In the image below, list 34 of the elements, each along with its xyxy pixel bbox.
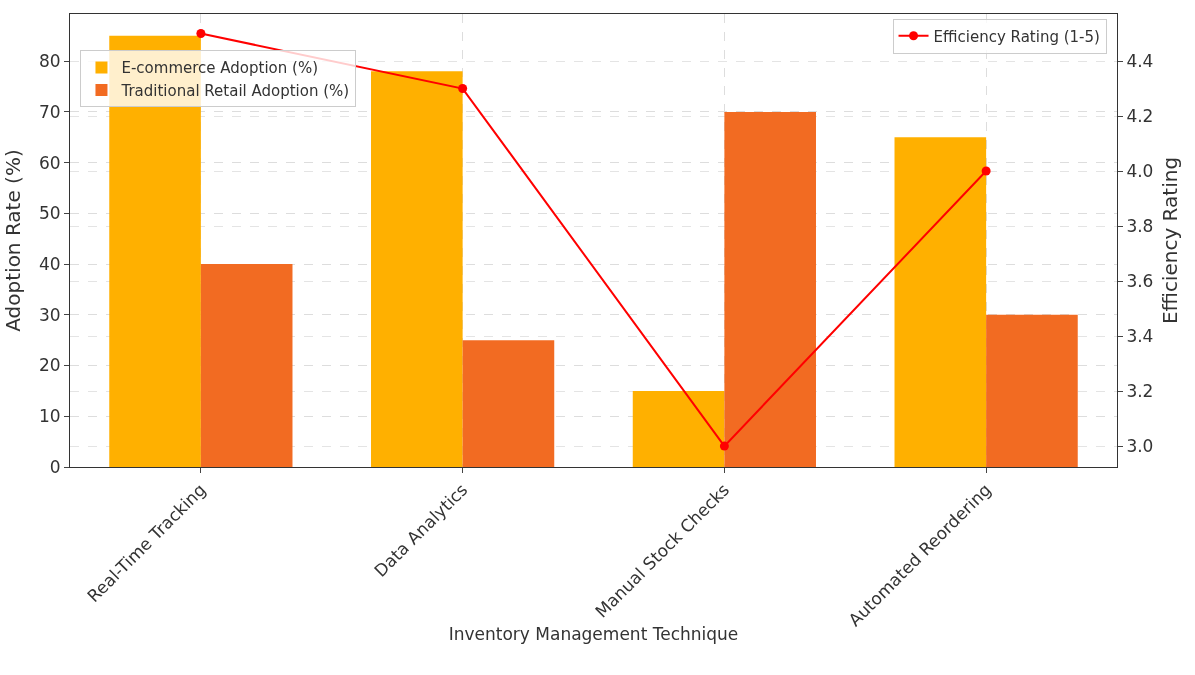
- y-axis-title: Adoption Rate (%): [1, 149, 25, 332]
- y-tick-label: 20: [38, 355, 61, 376]
- y-tick-label: 70: [38, 101, 61, 122]
- legend-label: E-commerce Adoption (%): [121, 59, 318, 78]
- point: [458, 84, 468, 94]
- y2-tick-label: 3.0: [1126, 436, 1154, 457]
- y2-axis-title: Efficiency Rating: [1158, 156, 1182, 325]
- bar: [200, 264, 293, 467]
- y2-tick-label: 3.6: [1126, 271, 1154, 292]
- legend-label: Efficiency Rating (1-5): [933, 27, 1100, 46]
- y2-tick-label: 3.2: [1126, 381, 1154, 402]
- bar: [894, 137, 987, 467]
- point: [719, 441, 729, 451]
- y2-tick-label: 4.0: [1126, 161, 1154, 181]
- bar: [462, 340, 555, 467]
- legend-label: Traditional Retail Adoption (%): [120, 81, 350, 100]
- bar: [986, 314, 1078, 467]
- y-tick-label: 60: [38, 152, 61, 173]
- x-axis-title: Inventory Management Technique: [448, 623, 739, 644]
- y-tick-label: 50: [38, 203, 61, 224]
- y2-tick-label: 3.8: [1126, 216, 1154, 237]
- bar: [724, 111, 816, 467]
- y-tick-label: 10: [38, 406, 61, 427]
- y2-tick-label: 4.2: [1126, 105, 1154, 126]
- bar: [632, 390, 725, 467]
- y2-tick-label: 3.4: [1126, 326, 1154, 347]
- y-tick-label: 40: [38, 254, 61, 275]
- bar: [371, 71, 463, 467]
- point: [981, 166, 991, 176]
- y-tick-label: 30: [38, 304, 61, 325]
- point: [196, 29, 206, 39]
- y-tick-label: 0: [49, 456, 61, 477]
- y-tick-label: 80: [38, 51, 61, 72]
- y2-tick-label: 4.4: [1126, 50, 1154, 71]
